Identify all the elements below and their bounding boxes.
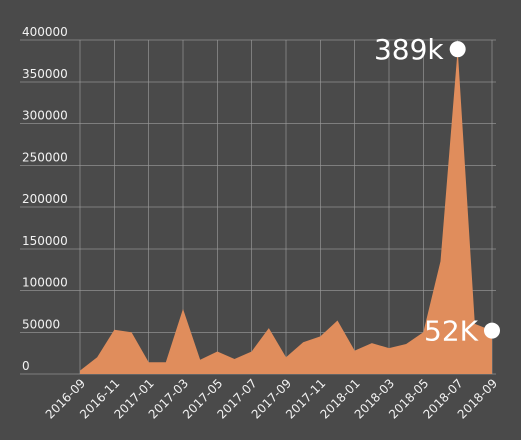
annotation-label: 389k — [374, 33, 444, 66]
peak-annotations: 389k 52K — [374, 33, 500, 348]
y-tick-label: 150000 — [22, 234, 68, 248]
annotation-label: 52K — [424, 315, 479, 348]
y-tick-label: 100000 — [22, 276, 68, 290]
y-tick-label: 200000 — [22, 192, 68, 206]
y-tick-label: 50000 — [22, 317, 60, 331]
y-tick-label: 0 — [22, 359, 30, 373]
x-axis-tick-labels: 2016-092016-112017-012017-032017-052017-… — [43, 376, 500, 421]
annotation-marker — [449, 41, 466, 58]
y-tick-label: 400000 — [22, 25, 68, 39]
y-tick-label: 300000 — [22, 109, 68, 123]
annotation-marker — [484, 322, 500, 339]
y-tick-label: 350000 — [22, 67, 68, 81]
y-tick-label: 250000 — [22, 150, 68, 164]
area-series — [80, 49, 492, 374]
y-axis-tick-labels: 0 50000 100000 150000 200000 250000 300000 3500… — [22, 25, 68, 373]
